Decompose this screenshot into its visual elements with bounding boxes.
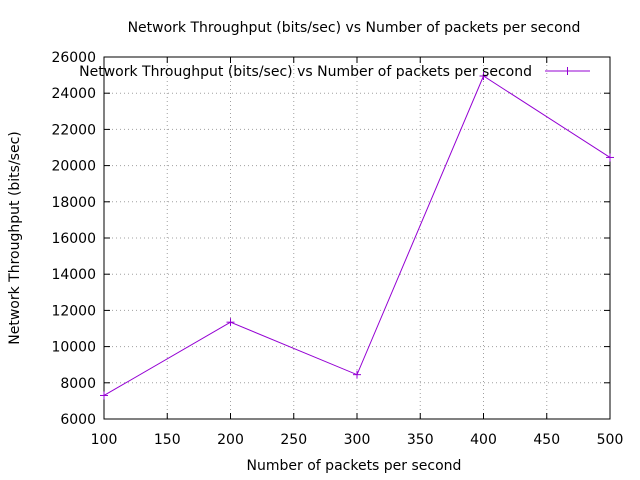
legend: Network Throughput (bits/sec) vs Number … <box>79 64 590 80</box>
legend-label: Network Throughput (bits/sec) vs Number … <box>79 64 532 80</box>
y-axis-label: Network Throughput (bits/sec) <box>7 131 23 344</box>
data-point <box>606 153 614 162</box>
data-point <box>226 318 235 327</box>
y-tick-label: 18000 <box>51 195 96 211</box>
y-tick-label: 26000 <box>51 50 96 66</box>
y-tick-label: 22000 <box>51 122 96 138</box>
data-point <box>479 72 488 81</box>
y-tick-label: 10000 <box>51 340 96 356</box>
x-tick-label: 250 <box>280 432 307 448</box>
x-tick-label: 500 <box>597 432 624 448</box>
axis-ticks: 6000 8000 10000 12000 14000 16000 18000 20000 22… <box>51 50 623 448</box>
data-point <box>100 391 108 400</box>
y-tick-label: 14000 <box>51 267 96 283</box>
x-tick-label: 450 <box>533 432 560 448</box>
x-tick-label: 100 <box>91 432 118 448</box>
data-point <box>353 370 361 379</box>
chart-title: Network Throughput (bits/sec) vs Number … <box>128 20 581 36</box>
y-tick-label: 6000 <box>60 412 96 428</box>
y-tick-label: 8000 <box>60 376 96 392</box>
x-tick-label: 200 <box>217 432 244 448</box>
y-tick-label: 20000 <box>51 159 96 175</box>
x-tick-label: 350 <box>407 432 434 448</box>
x-axis-label: Number of packets per second <box>247 458 462 474</box>
y-tick-label: 16000 <box>51 231 96 247</box>
y-tick-label: 12000 <box>51 303 96 319</box>
x-tick-label: 400 <box>470 432 497 448</box>
series-group <box>100 72 614 400</box>
x-tick-label: 300 <box>344 432 371 448</box>
grid-lines <box>104 57 610 419</box>
series-line <box>103 75 611 396</box>
y-tick-label: 24000 <box>51 86 96 102</box>
x-tick-label: 150 <box>154 432 181 448</box>
